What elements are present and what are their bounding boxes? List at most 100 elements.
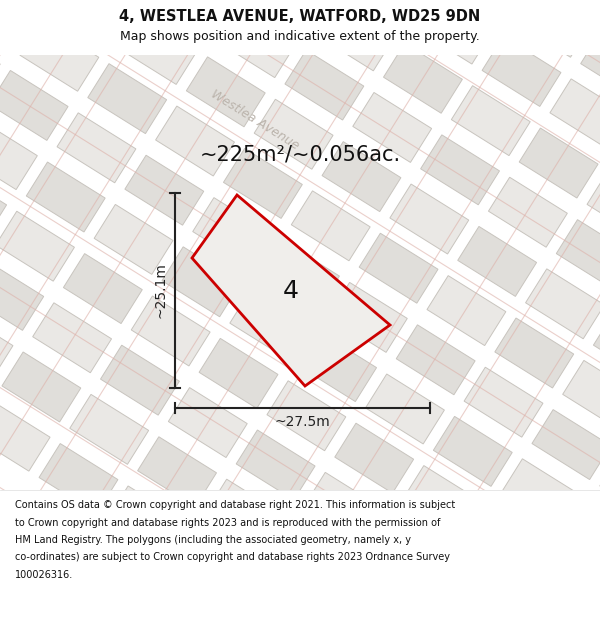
Polygon shape [569,501,600,571]
Polygon shape [0,119,37,189]
Polygon shape [458,226,536,296]
Polygon shape [359,233,438,303]
Polygon shape [414,0,493,64]
Polygon shape [328,282,407,352]
Polygon shape [285,50,364,120]
Polygon shape [341,564,420,625]
Polygon shape [538,551,600,621]
Polygon shape [236,430,315,500]
Text: Map shows position and indicative extent of the property.: Map shows position and indicative extent… [120,30,480,42]
Polygon shape [310,613,389,625]
Polygon shape [440,557,518,625]
Polygon shape [0,169,7,239]
Polygon shape [396,325,475,395]
Polygon shape [365,374,445,444]
Polygon shape [274,521,352,591]
Text: Contains OS data © Crown copyright and database right 2021. This information is : Contains OS data © Crown copyright and d… [15,500,455,510]
Polygon shape [26,162,105,232]
Polygon shape [248,0,326,29]
Polygon shape [581,30,600,99]
Polygon shape [563,361,600,431]
Polygon shape [39,444,118,514]
Polygon shape [199,338,278,408]
Polygon shape [64,254,142,324]
Polygon shape [532,409,600,479]
Polygon shape [335,423,413,493]
Polygon shape [230,289,308,359]
Polygon shape [409,606,488,625]
Polygon shape [94,204,173,274]
Polygon shape [20,21,99,91]
Polygon shape [50,0,130,42]
Polygon shape [421,135,499,205]
Polygon shape [298,332,377,401]
Polygon shape [550,79,600,149]
Polygon shape [316,1,395,71]
Polygon shape [346,0,425,22]
Polygon shape [544,0,600,8]
Polygon shape [372,515,451,585]
Text: co-ordinates) are subject to Crown copyright and database rights 2023 Ordnance S: co-ordinates) are subject to Crown copyr… [15,552,450,562]
Polygon shape [0,211,74,281]
Polygon shape [101,345,179,415]
Text: 100026316.: 100026316. [15,570,73,580]
Polygon shape [445,0,524,15]
Polygon shape [587,171,600,241]
Polygon shape [125,155,204,225]
Polygon shape [403,466,481,536]
Polygon shape [482,36,561,106]
Polygon shape [254,99,333,169]
Text: 4, WESTLEA AVENUE, WATFORD, WD25 9DN: 4, WESTLEA AVENUE, WATFORD, WD25 9DN [119,9,481,24]
Polygon shape [32,302,112,372]
Polygon shape [267,381,346,451]
Polygon shape [593,311,600,381]
Text: HM Land Registry. The polygons (including the associated geometry, namely x, y: HM Land Registry. The polygons (includin… [15,535,411,545]
Polygon shape [162,247,241,317]
Polygon shape [70,394,149,464]
Polygon shape [513,0,592,58]
Polygon shape [217,8,296,78]
Polygon shape [107,486,186,556]
Text: Westlea Avenue: Westlea Avenue [209,88,301,152]
Polygon shape [149,0,228,35]
Text: ~27.5m: ~27.5m [275,415,331,429]
Polygon shape [383,43,463,113]
Polygon shape [519,128,598,198]
Polygon shape [2,352,81,422]
Polygon shape [488,177,568,248]
Polygon shape [427,276,506,346]
Polygon shape [495,318,574,388]
Polygon shape [119,14,197,84]
Polygon shape [304,472,383,542]
Polygon shape [187,57,265,127]
Polygon shape [464,368,543,437]
Polygon shape [0,261,44,331]
Polygon shape [192,195,390,386]
Polygon shape [0,0,31,49]
Polygon shape [526,269,600,339]
Polygon shape [131,296,210,366]
Polygon shape [390,184,469,254]
Polygon shape [508,599,586,625]
Polygon shape [169,388,247,458]
Polygon shape [242,571,322,625]
Polygon shape [193,198,272,268]
Polygon shape [175,528,254,598]
Polygon shape [470,508,550,578]
Polygon shape [0,401,50,471]
Polygon shape [292,191,370,261]
Polygon shape [155,106,235,176]
Text: ~225m²/~0.056ac.: ~225m²/~0.056ac. [199,145,401,165]
Polygon shape [0,309,13,379]
Polygon shape [57,113,136,182]
Polygon shape [223,149,302,218]
Polygon shape [137,437,217,507]
Polygon shape [205,479,284,549]
Polygon shape [451,86,530,156]
Text: 4: 4 [283,279,299,303]
Polygon shape [88,64,167,134]
Polygon shape [433,416,512,486]
Polygon shape [260,240,340,310]
Polygon shape [556,219,600,289]
Polygon shape [322,142,401,212]
